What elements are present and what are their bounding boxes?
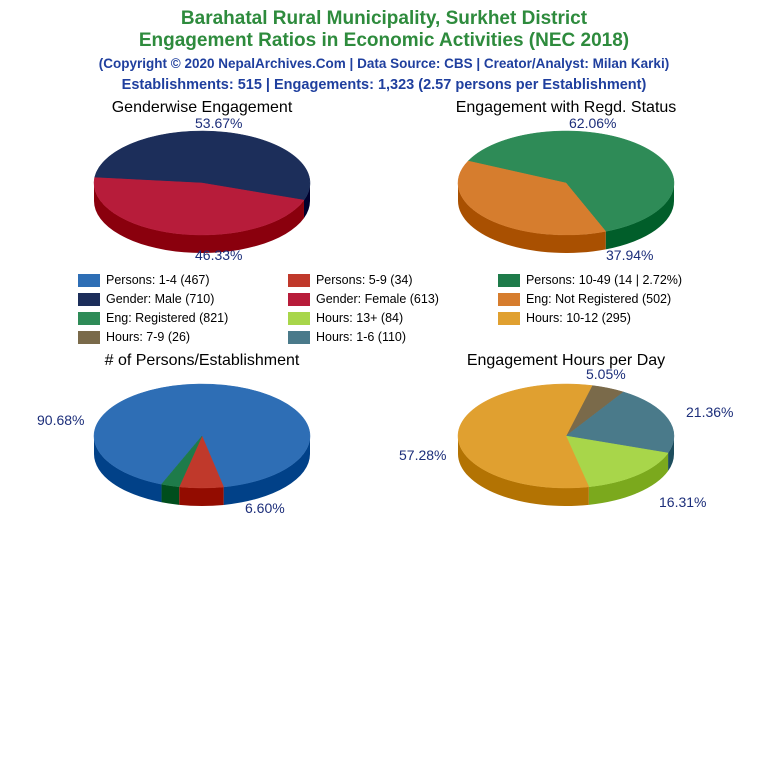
legend-item: Gender: Male (710) xyxy=(78,292,288,306)
title-line1: Barahatal Rural Municipality, Surkhet Di… xyxy=(20,8,748,30)
bottom-charts-row: # of Persons/Establishment 90.68%6.60% E… xyxy=(20,352,748,512)
pie-slice-label: 53.67% xyxy=(195,115,242,131)
legend-item: Persons: 10-49 (14 | 2.72%) xyxy=(498,273,708,287)
pie-slice-label: 5.05% xyxy=(586,366,626,382)
persons-chart-cell: # of Persons/Establishment 90.68%6.60% xyxy=(27,352,377,512)
legend-item: Eng: Registered (821) xyxy=(78,311,288,325)
hours-chart-title: Engagement Hours per Day xyxy=(391,352,741,370)
legend-swatch xyxy=(78,274,100,287)
legend-text: Hours: 1-6 (110) xyxy=(316,330,406,344)
legend-text: Hours: 7-9 (26) xyxy=(106,330,190,344)
chart-container: Barahatal Rural Municipality, Surkhet Di… xyxy=(0,0,768,768)
legend-item: Eng: Not Registered (502) xyxy=(498,292,708,306)
legend-swatch xyxy=(288,293,310,306)
legend-text: Hours: 13+ (84) xyxy=(316,311,403,325)
legend-text: Gender: Male (710) xyxy=(106,292,214,306)
pie-slice-label: 21.36% xyxy=(686,404,733,420)
legend-item: Hours: 10-12 (295) xyxy=(498,311,708,325)
legend-swatch xyxy=(78,331,100,344)
gender-chart-cell: Genderwise Engagement 53.67%46.33% xyxy=(27,99,377,259)
stats-line: Establishments: 515 | Engagements: 1,323… xyxy=(20,77,748,93)
legend-swatch xyxy=(288,312,310,325)
regd-chart-cell: Engagement with Regd. Status 62.06%37.94… xyxy=(391,99,741,259)
legend-row: Eng: Registered (821) Hours: 13+ (84) Hour… xyxy=(78,311,708,325)
legend-text: Persons: 1-4 (467) xyxy=(106,273,210,287)
pie-slice-label: 90.68% xyxy=(37,412,84,428)
pie-slice-label: 37.94% xyxy=(606,247,653,263)
pie-slice-label: 46.33% xyxy=(195,247,242,263)
legend-text: Hours: 10-12 (295) xyxy=(526,311,631,325)
legend-swatch xyxy=(498,312,520,325)
legend-swatch xyxy=(498,293,520,306)
header-block: Barahatal Rural Municipality, Surkhet Di… xyxy=(20,8,748,93)
legend-text: Eng: Registered (821) xyxy=(106,311,228,325)
legend-swatch xyxy=(78,293,100,306)
legend-text: Persons: 10-49 (14 | 2.72%) xyxy=(526,273,682,287)
legend-row: Hours: 7-9 (26) Hours: 1-6 (110) xyxy=(78,330,708,344)
top-charts-row: Genderwise Engagement 53.67%46.33% Engag… xyxy=(20,99,748,259)
legend-item: Hours: 13+ (84) xyxy=(288,311,498,325)
persons-pie: 90.68%6.60% xyxy=(77,372,327,512)
legend-row: Gender: Male (710) Gender: Female (613) En… xyxy=(78,292,708,306)
pie-slice-label: 6.60% xyxy=(245,500,285,516)
legend-text: Persons: 5-9 (34) xyxy=(316,273,413,287)
legend-swatch xyxy=(78,312,100,325)
hours-pie: 5.05%21.36%16.31%57.28% xyxy=(441,372,691,512)
legend-block: Persons: 1-4 (467) Persons: 5-9 (34) Perso… xyxy=(78,273,708,344)
legend-text: Gender: Female (613) xyxy=(316,292,439,306)
title-line2: Engagement Ratios in Economic Activities… xyxy=(20,30,748,52)
legend-swatch xyxy=(288,331,310,344)
legend-item: Hours: 7-9 (26) xyxy=(78,330,288,344)
legend-swatch xyxy=(288,274,310,287)
copyright-line: (Copyright © 2020 NepalArchives.Com | Da… xyxy=(20,56,748,71)
gender-pie: 53.67%46.33% xyxy=(77,119,327,259)
legend-text: Eng: Not Registered (502) xyxy=(526,292,671,306)
legend-swatch xyxy=(498,274,520,287)
regd-chart-title: Engagement with Regd. Status xyxy=(391,99,741,117)
legend-row: Persons: 1-4 (467) Persons: 5-9 (34) Perso… xyxy=(78,273,708,287)
regd-pie: 62.06%37.94% xyxy=(441,119,691,259)
legend-item: Gender: Female (613) xyxy=(288,292,498,306)
hours-chart-cell: Engagement Hours per Day 5.05%21.36%16.3… xyxy=(391,352,741,512)
pie-slice-label: 62.06% xyxy=(569,115,616,131)
persons-chart-title: # of Persons/Establishment xyxy=(27,352,377,370)
pie-slice-label: 57.28% xyxy=(399,447,446,463)
legend-item: Persons: 5-9 (34) xyxy=(288,273,498,287)
legend-item: Hours: 1-6 (110) xyxy=(288,330,498,344)
pie-slice-label: 16.31% xyxy=(659,494,706,510)
legend-item: Persons: 1-4 (467) xyxy=(78,273,288,287)
